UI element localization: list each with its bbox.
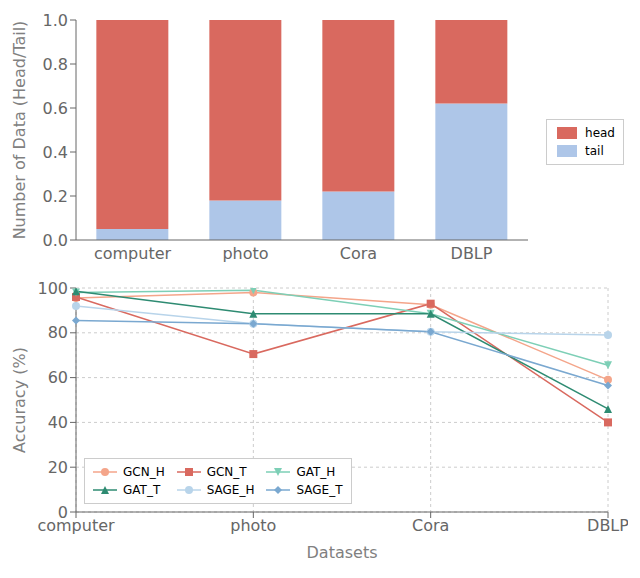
svg-text:DBLP: DBLP (451, 244, 493, 263)
html-text:SAGE_T: SAGE_T (296, 483, 343, 497)
svg-text:20: 20 (48, 458, 68, 477)
svg-text:100: 100 (37, 279, 68, 298)
svg-text:0: 0 (58, 503, 68, 522)
html-text:GCN_T: GCN_T (206, 465, 247, 479)
svg-text:photo: photo (230, 516, 276, 535)
html-text:GAT_T: GAT_T (123, 483, 161, 497)
svg-text:computer: computer (94, 244, 172, 263)
svg-text:0.8: 0.8 (43, 55, 68, 74)
html-text:GAT_H: GAT_H (296, 465, 336, 479)
svg-text:0.0: 0.0 (43, 231, 68, 250)
svg-text:Cora: Cora (412, 516, 449, 535)
html-text:GCN_H: GCN_H (123, 465, 165, 479)
svg-text:0.4: 0.4 (43, 143, 68, 162)
svg-text:40: 40 (48, 413, 68, 432)
html-text:SAGE_H: SAGE_H (206, 483, 255, 497)
html-text:tail: tail (585, 144, 604, 158)
svg-text:1.0: 1.0 (43, 11, 68, 30)
svg-text:Datasets: Datasets (307, 543, 378, 562)
svg-text:60: 60 (48, 368, 68, 387)
svg-text:0.2: 0.2 (43, 187, 68, 206)
html-text:head: head (585, 126, 615, 140)
svg-text:computer: computer (37, 516, 115, 535)
svg-text:photo: photo (222, 244, 268, 263)
svg-text:Number of Data (Head/Tail): Number of Data (Head/Tail) (10, 21, 29, 240)
svg-text:0.6: 0.6 (43, 99, 68, 118)
svg-text:Accuracy (%): Accuracy (%) (10, 347, 29, 453)
svg-text:80: 80 (48, 323, 68, 342)
svg-text:DBLP: DBLP (587, 516, 628, 535)
svg-text:Cora: Cora (340, 244, 377, 263)
